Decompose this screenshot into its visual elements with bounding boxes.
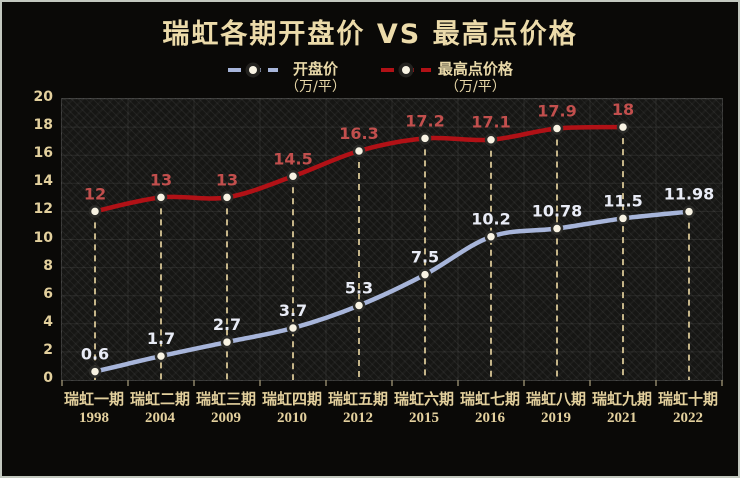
x-axis-phase-label: 瑞虹九期 bbox=[591, 392, 652, 408]
x-axis-year-label: 2012 bbox=[343, 410, 373, 426]
legend-line-marker-icon bbox=[228, 62, 279, 78]
y-axis-label: 4 bbox=[43, 313, 53, 330]
y-axis-label: 18 bbox=[33, 117, 53, 134]
data-label: 12 bbox=[84, 184, 106, 203]
y-axis-label: 12 bbox=[33, 201, 53, 218]
legend-unit: （万/平） bbox=[444, 79, 506, 95]
data-label: 14.5 bbox=[273, 149, 312, 168]
legend-item-peak-price: 最高点价格 （万/平） bbox=[380, 60, 513, 96]
x-axis-year-label: 2015 bbox=[409, 410, 439, 426]
legend: 开盘价 （万/平） 最高点价格 （万/平） bbox=[2, 60, 738, 96]
x-axis-year-label: 2016 bbox=[475, 410, 505, 426]
x-axis-phase-label: 瑞虹五期 bbox=[327, 392, 388, 408]
x-axis-phase-label: 瑞虹七期 bbox=[459, 392, 520, 408]
data-point-marker bbox=[352, 144, 366, 158]
x-axis-year-label: 1998 bbox=[79, 410, 109, 426]
data-label: 1.7 bbox=[147, 329, 175, 348]
y-axis-label: 0 bbox=[43, 370, 53, 386]
data-point-marker bbox=[154, 349, 168, 363]
data-label: 17.2 bbox=[405, 111, 444, 130]
x-axis-year-label: 2021 bbox=[607, 410, 637, 426]
data-point-marker bbox=[286, 321, 300, 335]
data-point-marker bbox=[616, 120, 630, 134]
x-axis-year-label: 2009 bbox=[211, 410, 241, 426]
x-axis-phase-label: 瑞虹八期 bbox=[525, 392, 586, 408]
data-point-marker bbox=[88, 205, 102, 218]
y-axis-label: 16 bbox=[33, 145, 53, 162]
y-axis-label: 6 bbox=[43, 285, 53, 302]
data-point-marker bbox=[550, 222, 564, 235]
data-label: 17.1 bbox=[471, 113, 510, 132]
data-label: 2.7 bbox=[213, 315, 241, 334]
data-label: 16.3 bbox=[339, 124, 378, 143]
x-axis-year-label: 2004 bbox=[145, 410, 175, 426]
data-point-marker bbox=[682, 205, 696, 218]
chart-title: 瑞虹各期开盘价 VS 最高点价格 bbox=[162, 19, 578, 50]
data-label: 10.2 bbox=[471, 210, 510, 229]
legend-line-marker-icon bbox=[380, 62, 431, 78]
y-axis-label: 10 bbox=[33, 229, 53, 246]
y-axis-label: 14 bbox=[33, 173, 53, 190]
chart-svg: 0.6 1.7 2.7 3.7 5.3 7.5 10.2 10.78 11.5 11.98 12 13… bbox=[61, 98, 723, 386]
legend-label: 最高点价格 bbox=[437, 60, 513, 78]
data-point-marker bbox=[418, 132, 432, 145]
data-point-marker bbox=[220, 335, 234, 349]
legend-label: 开盘价 bbox=[292, 60, 338, 78]
data-label: 5.3 bbox=[345, 279, 373, 298]
legend-unit: （万/平） bbox=[285, 79, 346, 95]
data-point-marker bbox=[154, 191, 168, 204]
data-label: 11.98 bbox=[664, 185, 715, 204]
x-axis-phase-label: 瑞虹四期 bbox=[261, 392, 322, 408]
data-point-marker bbox=[616, 212, 630, 225]
x-axis-year-label: 2010 bbox=[277, 410, 307, 426]
data-label: 3.7 bbox=[279, 301, 307, 320]
data-point-marker bbox=[352, 299, 366, 312]
data-point-marker bbox=[418, 268, 432, 281]
x-axis-year-label: 2022 bbox=[673, 410, 703, 426]
data-label: 17.9 bbox=[537, 102, 576, 121]
data-label: 11.5 bbox=[603, 191, 642, 210]
y-axis-label: 2 bbox=[43, 341, 53, 358]
x-axis-phase-label: 瑞虹一期 bbox=[63, 392, 124, 408]
data-label: 18 bbox=[612, 100, 634, 119]
plot-area: 0.6 1.7 2.7 3.7 5.3 7.5 10.2 10.78 11.5 11.98 12 13… bbox=[61, 98, 723, 386]
x-axis-year-label: 2019 bbox=[541, 410, 571, 426]
data-label: 10.78 bbox=[532, 202, 583, 221]
data-point-marker bbox=[484, 230, 498, 243]
data-point-marker bbox=[286, 170, 300, 183]
open-price-line bbox=[92, 209, 692, 374]
x-axis-phase-label: 瑞虹三期 bbox=[195, 392, 256, 408]
x-axis-phase-label: 瑞虹二期 bbox=[129, 392, 190, 408]
data-point-marker bbox=[484, 133, 498, 146]
x-axis-phase-label: 瑞虹十期 bbox=[657, 392, 718, 408]
x-axis-phase-label: 瑞虹六期 bbox=[393, 392, 454, 408]
data-point-marker bbox=[550, 122, 564, 135]
data-point-marker bbox=[220, 191, 234, 204]
data-label: 0.6 bbox=[81, 345, 109, 364]
legend-item-open-price: 开盘价 （万/平） bbox=[227, 60, 346, 96]
data-label: 13 bbox=[216, 170, 238, 189]
y-axis-label: 8 bbox=[43, 257, 53, 274]
data-label: 13 bbox=[150, 170, 172, 189]
y-axis-label: 20 bbox=[33, 89, 53, 105]
data-label: 7.5 bbox=[411, 248, 439, 267]
data-point-marker bbox=[88, 365, 102, 378]
